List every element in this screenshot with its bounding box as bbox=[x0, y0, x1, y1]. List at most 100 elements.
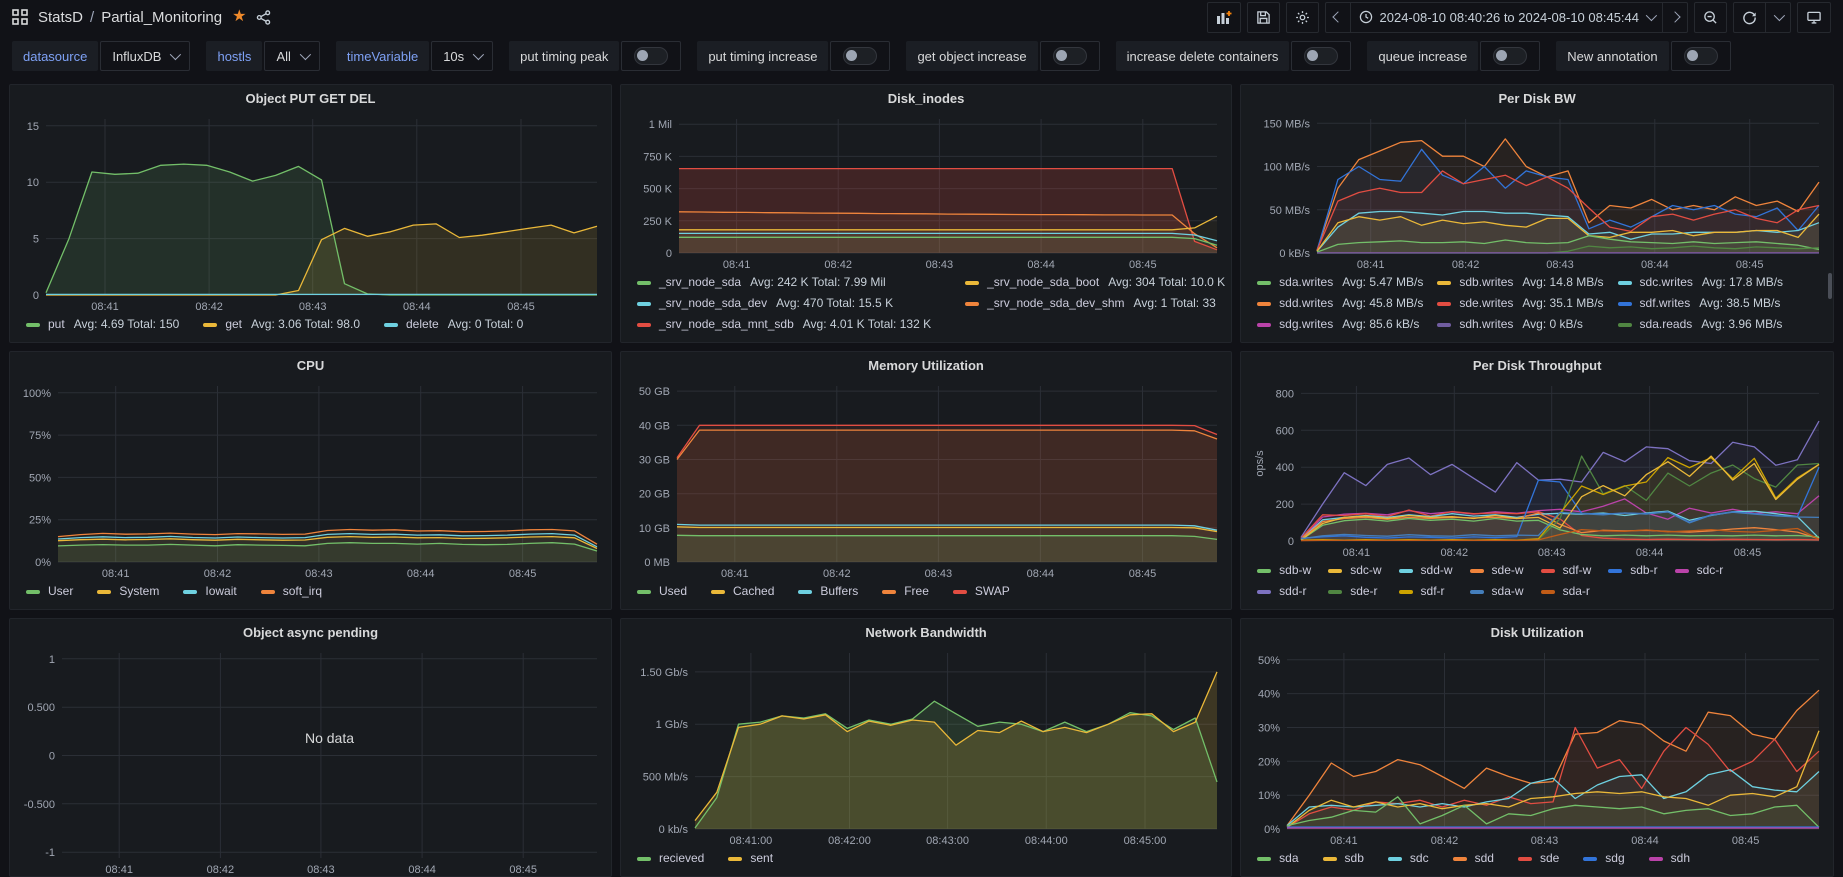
legend-item-sdc.writes[interactable]: sdc.writes Avg: 17.8 MB/s bbox=[1617, 272, 1783, 293]
toggle-switch[interactable] bbox=[1480, 41, 1541, 71]
legend-item-User[interactable]: User bbox=[26, 581, 73, 602]
legend-item-_srv_node_sda_dev_shm[interactable]: _srv_node_sda_dev_shm Avg: 1 Total: 33 bbox=[965, 293, 1225, 314]
share-icon[interactable] bbox=[256, 9, 271, 25]
chart-canvas[interactable]: 08:41 08:42 08:43 08:44 08:45 50% 40% 30% 20% 10%… bbox=[1241, 645, 1833, 847]
save-dashboard-button[interactable] bbox=[1246, 1, 1280, 33]
panel-title[interactable]: Per Disk Throughput bbox=[1472, 358, 1602, 373]
legend-item-sdf-r[interactable]: sdf-r bbox=[1398, 581, 1453, 602]
chart-plot[interactable]: 08:41 08:42 08:43 08:44 08:45 1 0.500 0 -0.500 -1… bbox=[10, 645, 611, 876]
toggle-switch[interactable] bbox=[1291, 41, 1352, 71]
time-range-forward-button[interactable] bbox=[1662, 1, 1688, 33]
panel-title[interactable]: CPU bbox=[296, 358, 325, 373]
legend-item-sde.writes[interactable]: sde.writes Avg: 35.1 MB/s bbox=[1437, 293, 1604, 314]
legend-item-sdb-r[interactable]: sdb-r bbox=[1608, 560, 1658, 581]
chart-canvas[interactable]: 08:41 08:42 08:43 08:44 08:45 15 10 5 0 bbox=[10, 111, 611, 313]
chart-plot[interactable]: 08:41 08:42 08:43 08:44 08:45 1 Mil 750 K 500 K… bbox=[621, 111, 1231, 271]
panel-title[interactable]: Disk_inodes bbox=[887, 91, 965, 106]
legend-item-sde[interactable]: sde bbox=[1517, 848, 1559, 869]
chart-plot[interactable]: 08:41:00 08:42:00 08:43:00 08:44:00 08:45:00… bbox=[621, 645, 1231, 847]
legend-item-Free[interactable]: Free bbox=[882, 581, 929, 602]
legend-item-_srv_node_sda_boot[interactable]: _srv_node_sda_boot Avg: 304 Total: 10.0 K bbox=[965, 272, 1225, 293]
legend-item-sdd-w[interactable]: sdd-w bbox=[1398, 560, 1453, 581]
chart-plot[interactable]: 08:41 08:42 08:43 08:44 08:45 50 GB 40 GB 30 GB… bbox=[621, 378, 1231, 580]
kiosk-mode-button[interactable] bbox=[1797, 1, 1831, 33]
variable-value-dropdown[interactable]: 10s bbox=[431, 41, 494, 71]
legend-item-delete[interactable]: delete Avg: 0 Total: 0 bbox=[384, 314, 523, 335]
legend-item-SWAP[interactable]: SWAP bbox=[952, 581, 1010, 602]
chart-plot[interactable]: 08:41 08:42 08:43 08:44 08:45 15 10 5 0 bbox=[10, 111, 611, 313]
legend-item-sdb-w[interactable]: sdb-w bbox=[1257, 560, 1311, 581]
legend-item-sdg.writes[interactable]: sdg.writes Avg: 85.6 kB/s bbox=[1257, 314, 1423, 335]
breadcrumb-folder[interactable]: StatsD bbox=[38, 8, 84, 26]
legend-item-Cached[interactable]: Cached bbox=[711, 581, 774, 602]
chart-canvas[interactable]: 08:41 08:42 08:43 08:44 08:45 100% 75% 50% 25% 0% bbox=[10, 378, 611, 580]
legend-item-sdh[interactable]: sdh bbox=[1648, 848, 1690, 869]
toggle-switch[interactable] bbox=[1670, 41, 1731, 71]
chart-canvas[interactable]: 08:41 08:42 08:43 08:44 08:45 150 MB/s 100 MB/… bbox=[1241, 111, 1833, 271]
panel-title[interactable]: Per Disk BW bbox=[1498, 91, 1576, 106]
chart-plot[interactable]: 08:41 08:42 08:43 08:44 08:45 800 600 400 200 0 op… bbox=[1241, 378, 1833, 559]
legend-item-sdh.writes[interactable]: sdh.writes Avg: 0 kB/s bbox=[1437, 314, 1603, 335]
legend-item-sda[interactable]: sda bbox=[1257, 848, 1299, 869]
dashboard-settings-button[interactable] bbox=[1285, 1, 1319, 33]
variable-value-dropdown[interactable]: All bbox=[264, 41, 320, 71]
legend-item-put[interactable]: put Avg: 4.69 Total: 150 bbox=[26, 314, 179, 335]
legend-item-sdb[interactable]: sdb bbox=[1322, 848, 1364, 869]
legend-item-sdd-r[interactable]: sdd-r bbox=[1257, 581, 1311, 602]
legend-item-sdd[interactable]: sdd bbox=[1452, 848, 1494, 869]
legend-item-sda-w[interactable]: sda-w bbox=[1469, 581, 1524, 602]
legend-item-_srv_node_sda_mnt_sdb[interactable]: _srv_node_sda_mnt_sdb Avg: 4.01 K Total: … bbox=[637, 314, 931, 335]
legend-item-sdf.writes[interactable]: sdf.writes Avg: 38.5 MB/s bbox=[1617, 293, 1784, 314]
legend-item-sent[interactable]: sent bbox=[728, 848, 773, 869]
legend-item-sdb.writes[interactable]: sdb.writes Avg: 14.8 MB/s bbox=[1437, 272, 1604, 293]
breadcrumb-page[interactable]: Partial_Monitoring bbox=[101, 8, 223, 26]
toggle-switch[interactable] bbox=[621, 41, 682, 71]
panel-title[interactable]: Network Bandwidth bbox=[865, 625, 987, 640]
legend-item-sdc-w[interactable]: sdc-w bbox=[1328, 560, 1382, 581]
legend-item-sdf-w[interactable]: sdf-w bbox=[1540, 560, 1591, 581]
legend-item-Buffers[interactable]: Buffers bbox=[798, 581, 858, 602]
legend-item-sda.writes[interactable]: sda.writes Avg: 5.47 MB/s bbox=[1257, 272, 1423, 293]
refresh-interval-dropdown[interactable] bbox=[1765, 1, 1791, 33]
legend-item-System[interactable]: System bbox=[97, 581, 159, 602]
legend-item-get[interactable]: get Avg: 3.06 Total: 98.0 bbox=[203, 314, 360, 335]
chart-plot[interactable]: 08:41 08:42 08:43 08:44 08:45 100% 75% 50% 25% 0% bbox=[10, 378, 611, 580]
panel-title[interactable]: Object async pending bbox=[242, 625, 379, 640]
legend-item-Used[interactable]: Used bbox=[637, 581, 687, 602]
time-range-picker[interactable]: 2024-08-10 08:40:26 to 2024-08-10 08:45:… bbox=[1349, 1, 1663, 33]
legend-item-sde-w[interactable]: sde-w bbox=[1469, 560, 1524, 581]
legend-item-sdd.writes[interactable]: sdd.writes Avg: 45.8 MB/s bbox=[1257, 293, 1423, 314]
zoom-out-time-button[interactable] bbox=[1694, 1, 1727, 33]
chart-plot[interactable]: 08:41 08:42 08:43 08:44 08:45 150 MB/s 100 MB/… bbox=[1241, 111, 1833, 271]
panel-title[interactable]: Disk Utilization bbox=[1490, 625, 1584, 640]
legend-item-sda-r[interactable]: sda-r bbox=[1540, 581, 1592, 602]
legend-item-sdc-r[interactable]: sdc-r bbox=[1674, 560, 1723, 581]
legend-item-sdg[interactable]: sdg bbox=[1583, 848, 1625, 869]
breadcrumb: StatsD / Partial_Monitoring ★ bbox=[12, 9, 271, 26]
legend-scrollbar[interactable] bbox=[1828, 273, 1833, 299]
legend-item-sde-r[interactable]: sde-r bbox=[1328, 581, 1381, 602]
refresh-button[interactable] bbox=[1733, 1, 1766, 33]
legend-item-soft_irq[interactable]: soft_irq bbox=[260, 581, 322, 602]
chart-canvas[interactable]: 08:41 08:42 08:43 08:44 08:45 1 Mil 750 K 500 K… bbox=[621, 111, 1231, 271]
legend-item-sda.reads[interactable]: sda.reads Avg: 3.96 MB/s bbox=[1617, 314, 1784, 335]
panel-title[interactable]: Object PUT GET DEL bbox=[245, 91, 376, 106]
chart-plot[interactable]: 08:41 08:42 08:43 08:44 08:45 50% 40% 30% 20% 10%… bbox=[1241, 645, 1833, 847]
chart-canvas[interactable]: 08:41:00 08:42:00 08:43:00 08:44:00 08:45:00… bbox=[621, 645, 1231, 847]
legend-item-_srv_node_sda[interactable]: _srv_node_sda Avg: 242 K Total: 7.99 Mil bbox=[637, 272, 931, 293]
favorite-star-icon[interactable]: ★ bbox=[232, 8, 247, 25]
apps-grid-icon[interactable] bbox=[12, 9, 28, 25]
toggle-switch[interactable] bbox=[1039, 41, 1100, 71]
time-range-back-button[interactable] bbox=[1324, 1, 1351, 33]
chart-canvas[interactable]: 08:41 08:42 08:43 08:44 08:45 800 600 400 200 0 op… bbox=[1241, 378, 1833, 559]
toggle-switch[interactable] bbox=[830, 41, 891, 71]
chart-canvas[interactable]: 08:41 08:42 08:43 08:44 08:45 50 GB 40 GB 30 GB… bbox=[621, 378, 1231, 580]
variable-value-dropdown[interactable]: InfluxDB bbox=[100, 41, 191, 71]
add-panel-button[interactable] bbox=[1206, 1, 1241, 33]
legend-item-recieved[interactable]: recieved bbox=[637, 848, 704, 869]
legend-item-Iowait[interactable]: Iowait bbox=[183, 581, 237, 602]
legend-item-sdc[interactable]: sdc bbox=[1387, 848, 1429, 869]
legend-item-_srv_node_sda_dev[interactable]: _srv_node_sda_dev Avg: 470 Total: 15.5 K bbox=[637, 293, 931, 314]
chart-canvas[interactable]: 08:41 08:42 08:43 08:44 08:45 1 0.500 0 -0.500 -1… bbox=[10, 645, 611, 876]
panel-title[interactable]: Memory Utilization bbox=[868, 358, 984, 373]
